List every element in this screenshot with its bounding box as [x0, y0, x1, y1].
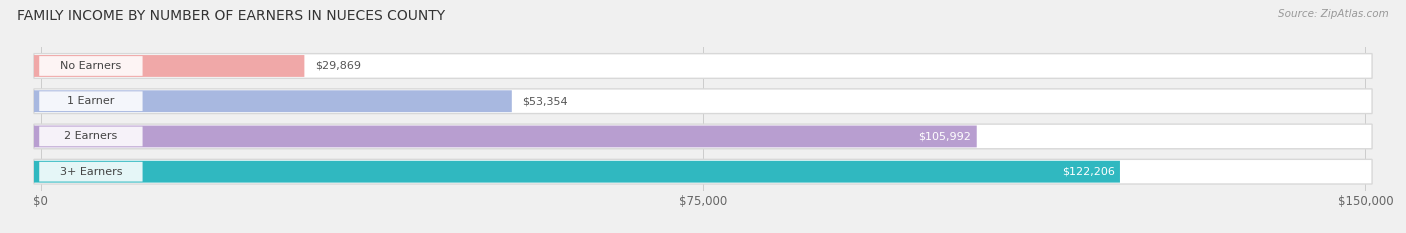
FancyBboxPatch shape — [39, 56, 142, 76]
FancyBboxPatch shape — [34, 159, 1372, 184]
FancyBboxPatch shape — [34, 55, 304, 77]
FancyBboxPatch shape — [34, 124, 1372, 149]
FancyBboxPatch shape — [34, 161, 1121, 183]
Text: $105,992: $105,992 — [918, 131, 972, 141]
Text: 3+ Earners: 3+ Earners — [59, 167, 122, 177]
Text: 1 Earner: 1 Earner — [67, 96, 115, 106]
FancyBboxPatch shape — [34, 54, 1372, 78]
Text: 2 Earners: 2 Earners — [65, 131, 118, 141]
FancyBboxPatch shape — [39, 91, 142, 111]
FancyBboxPatch shape — [39, 162, 142, 182]
FancyBboxPatch shape — [34, 90, 512, 112]
FancyBboxPatch shape — [34, 89, 1372, 113]
Text: No Earners: No Earners — [60, 61, 121, 71]
FancyBboxPatch shape — [34, 126, 977, 147]
FancyBboxPatch shape — [39, 127, 142, 146]
Text: $29,869: $29,869 — [315, 61, 361, 71]
Text: Source: ZipAtlas.com: Source: ZipAtlas.com — [1278, 9, 1389, 19]
Text: FAMILY INCOME BY NUMBER OF EARNERS IN NUECES COUNTY: FAMILY INCOME BY NUMBER OF EARNERS IN NU… — [17, 9, 444, 23]
Text: $122,206: $122,206 — [1062, 167, 1115, 177]
Text: $53,354: $53,354 — [523, 96, 568, 106]
